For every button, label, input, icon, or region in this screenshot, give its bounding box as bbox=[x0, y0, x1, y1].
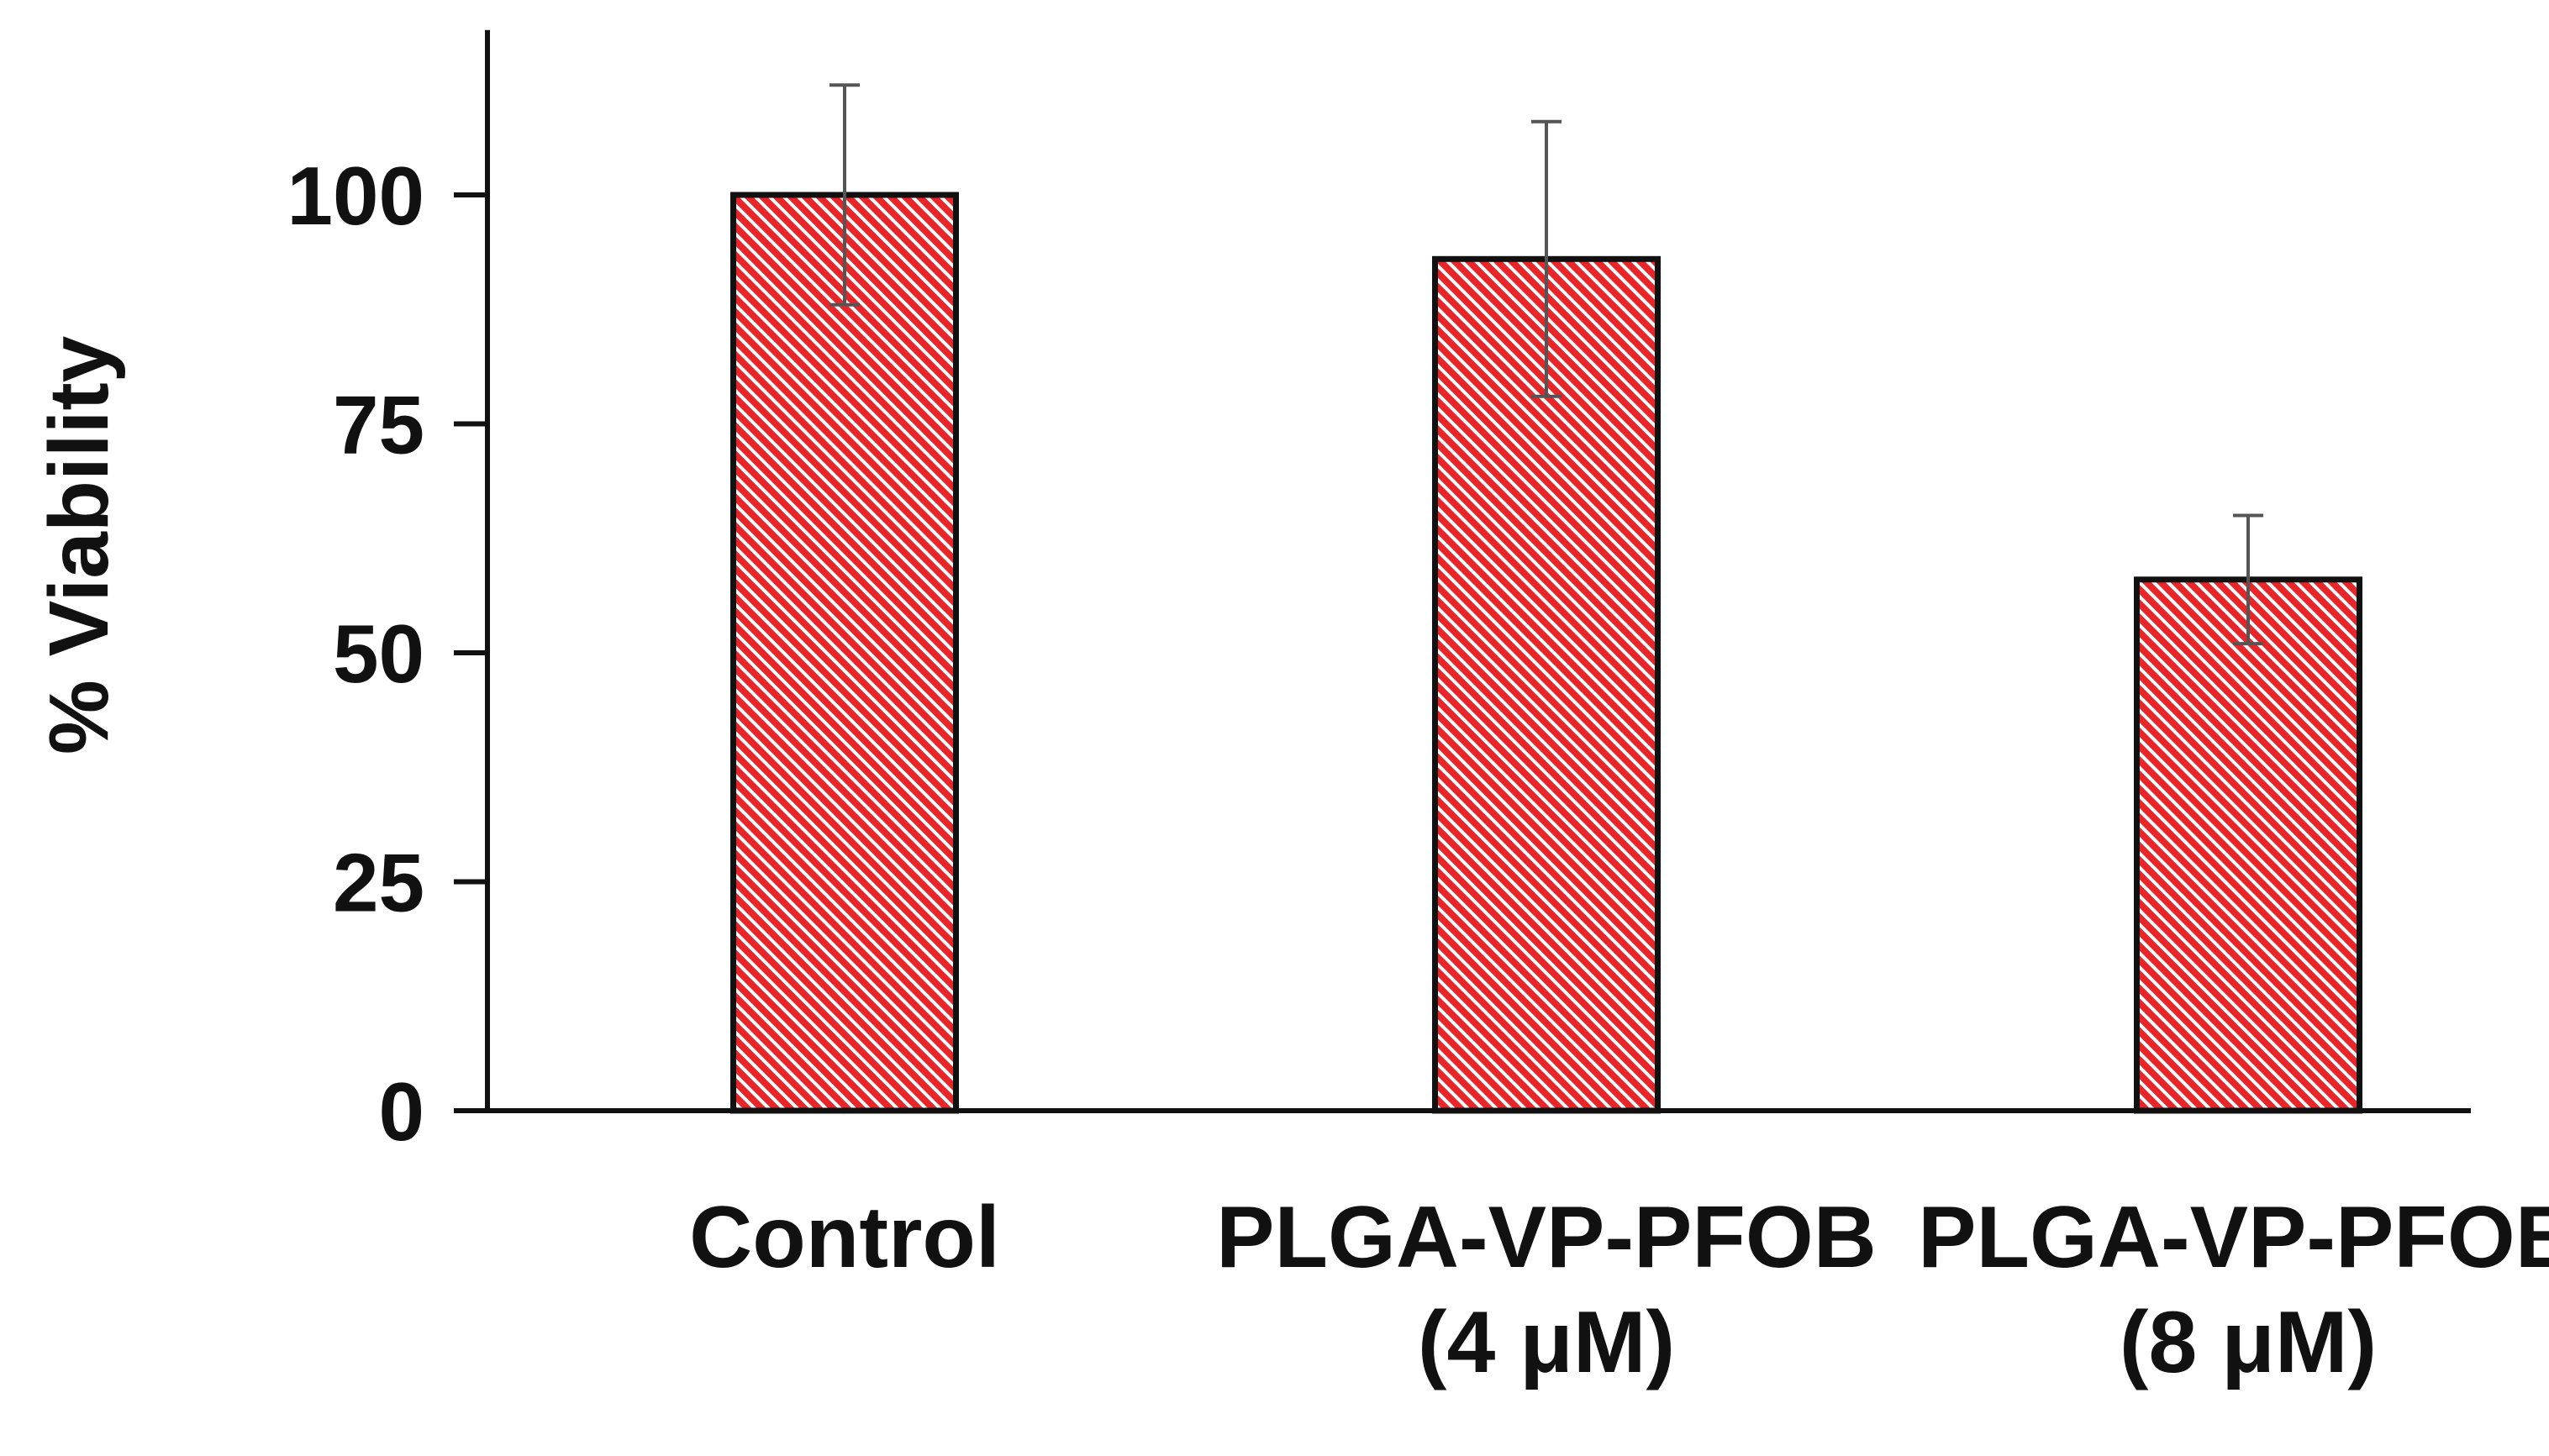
y-tick-label-100: 100 bbox=[287, 150, 424, 242]
error-bar-1 bbox=[1531, 119, 1562, 398]
x-tick-label-line: PLGA-VP-PFOB bbox=[1216, 1189, 1877, 1286]
x-tick-label-line: (8 μM) bbox=[2120, 1294, 2377, 1391]
x-tick-label-1: PLGA-VP-PFOB (4 μM) bbox=[1216, 1189, 1877, 1391]
bar-1 bbox=[1432, 255, 1661, 1114]
x-tick-label-0: Control bbox=[689, 1189, 1000, 1286]
x-tick-label-line: Control bbox=[689, 1189, 1000, 1286]
error-bar-0 bbox=[829, 83, 860, 307]
y-axis-title: % Viability bbox=[32, 335, 126, 754]
x-tick-label-line: PLGA-VP-PFOB bbox=[1918, 1189, 2549, 1286]
bar-0 bbox=[730, 192, 959, 1114]
bar-2 bbox=[2134, 576, 2362, 1114]
y-tick-label-25: 25 bbox=[333, 837, 424, 929]
x-tick-label-2: PLGA-VP-PFOB (8 μM) bbox=[1918, 1189, 2549, 1391]
y-tick-label-50: 50 bbox=[333, 607, 424, 700]
y-tick-label-0: 0 bbox=[378, 1065, 424, 1158]
x-tick-label-line: (4 μM) bbox=[1418, 1294, 1675, 1391]
y-tick-label-75: 75 bbox=[333, 379, 424, 471]
error-bar-2 bbox=[2233, 513, 2263, 646]
